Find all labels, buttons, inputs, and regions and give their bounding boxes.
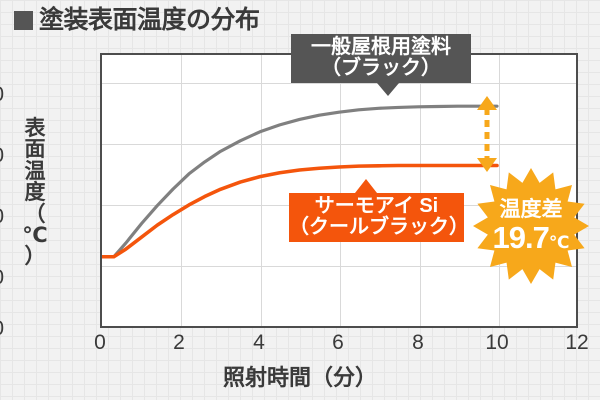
x-axis-tick-12: 12: [565, 331, 589, 354]
y-axis-label-char-3: 温: [24, 159, 46, 183]
y-axis-tick-80: 80: [0, 84, 4, 105]
title-square-marker-icon: [14, 11, 33, 30]
callout-gray-line1: 一般屋根用塗料: [311, 36, 451, 58]
gridline-vertical: [340, 55, 341, 326]
y-axis-tick-20: 20: [0, 267, 4, 288]
delta-arrow-head-down: [477, 158, 497, 172]
callout-orange-pointer-icon: [355, 179, 377, 193]
gridline-horizontal: [102, 266, 576, 267]
y-axis-label: 表 面 温 度 （ ℃ ）: [18, 118, 52, 268]
y-axis-tick-60: 60: [0, 145, 4, 166]
callout-orange-line2: （クールブラック）: [289, 216, 469, 238]
badge-text-group: 温度差 19.7 ℃: [468, 168, 594, 284]
y-axis-label-char-4: 度: [24, 181, 46, 205]
series-line-thermo-eye-si: [102, 163, 499, 259]
x-axis-tick-2: 2: [173, 331, 185, 354]
x-axis-tick-0: 0: [94, 331, 106, 354]
temperature-difference-arrow-icon: [477, 96, 497, 172]
x-axis-tick-10: 10: [485, 331, 509, 354]
gridline-vertical: [261, 55, 262, 326]
x-axis-tick-4: 4: [253, 331, 265, 354]
starburst-icon: [473, 168, 589, 284]
gridline-horizontal: [102, 144, 576, 145]
temperature-difference-badge: 温度差 19.7 ℃: [468, 168, 594, 284]
callout-gray-pointer-icon: [377, 83, 399, 96]
gridline-vertical: [181, 55, 182, 326]
badge-label: 温度差: [499, 198, 563, 221]
y-axis-label-char-5: （: [24, 202, 46, 226]
callout-thermo-eye-si: サーモアイ Si （クールブラック）: [289, 179, 469, 242]
callout-general-roof-paint: 一般屋根用塗料 （ブラック）: [291, 34, 471, 96]
x-axis-tick-6: 6: [332, 331, 344, 354]
badge-unit: ℃: [548, 233, 570, 252]
y-axis-tick-40: 40: [0, 206, 4, 227]
series-line-general-black: [102, 104, 499, 259]
gridline-vertical: [420, 55, 421, 326]
callout-orange-line1: サーモアイ Si: [314, 195, 439, 217]
delta-arrow-head-up: [477, 96, 497, 110]
x-axis-tick-8: 8: [412, 331, 424, 354]
page-title: 塗装表面温度の分布: [14, 8, 260, 33]
x-axis-label: 照射時間（分）: [222, 365, 377, 390]
gridline-horizontal: [102, 83, 576, 84]
series-plot: [102, 104, 499, 259]
badge-value: 19.7: [492, 220, 550, 255]
y-axis-label-char-1: 表: [24, 117, 46, 140]
y-axis-label-char-6: ℃: [22, 224, 48, 248]
callout-gray-line2: （ブラック）: [321, 57, 441, 79]
y-axis-label-char-7: ）: [24, 245, 46, 269]
title-text: 塗装表面温度の分布: [39, 6, 260, 34]
y-axis-label-char-2: 面: [24, 138, 46, 162]
badge-value-row: 19.7 ℃: [493, 222, 570, 253]
y-axis-tick-0: 0: [0, 318, 4, 339]
